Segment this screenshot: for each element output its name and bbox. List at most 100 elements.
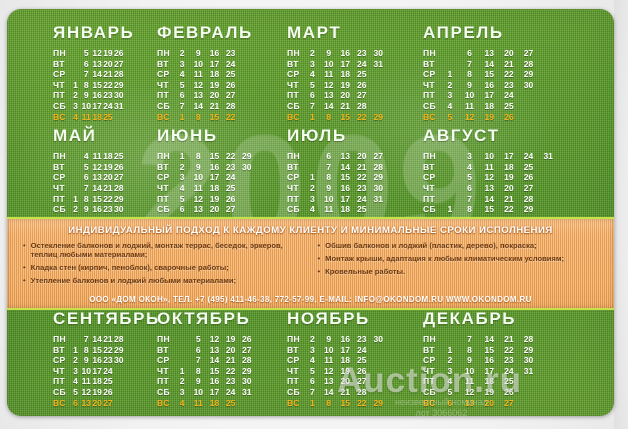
day-cell: 19 (209, 193, 220, 204)
day-cell-empty (370, 204, 386, 215)
day-cell: 24 (504, 365, 514, 376)
day-cell: 19 (484, 386, 494, 397)
day-cell: 15 (340, 111, 351, 122)
day-cell: 2 (309, 48, 315, 58)
ad-service-item: • Обшив балконов и лоджий (пластик, дерев… (318, 241, 599, 250)
day-cell-empty (239, 48, 255, 59)
day-cell-empty (519, 387, 539, 398)
ad-service-text: Утепление балконов и лоджий любыми матер… (30, 276, 237, 286)
day-cell: 2 (309, 334, 315, 344)
day-cell: 21 (103, 182, 113, 193)
day-cell: 22 (357, 172, 367, 183)
day-cell-empty (387, 387, 404, 398)
weekday-label: ВТ (157, 58, 169, 69)
day-cell: 19 (103, 48, 113, 58)
day-cell: 18 (92, 111, 102, 122)
day-cell: 27 (523, 48, 534, 58)
day-cell: 6 (309, 376, 315, 387)
day-cell: 15 (92, 193, 102, 204)
day-cell: 18 (103, 151, 113, 162)
weekday-label: ПТ (157, 376, 170, 387)
weekday-label: ВС (157, 397, 170, 408)
day-cell: 6 (326, 151, 332, 162)
weekday-label: ВС (53, 397, 66, 408)
day-cell-empty (124, 101, 135, 112)
weekday-label: ВС (423, 397, 436, 408)
day-cell: 9 (326, 334, 332, 344)
weekday-label: ЧТ (423, 365, 435, 376)
day-cell-empty (70, 162, 81, 173)
day-cell: 11 (193, 69, 203, 80)
day-cell-empty (440, 162, 460, 173)
day-cell: 27 (114, 58, 124, 69)
day-cell: 31 (242, 386, 252, 397)
weekday-label: СР (287, 355, 300, 366)
day-cell: 3 (73, 100, 78, 111)
weekday-label: ЧТ (287, 182, 299, 193)
weekday-label: ЧТ (157, 182, 169, 193)
day-cell: 9 (195, 161, 201, 172)
day-cell-empty (440, 334, 460, 345)
day-cell-empty (387, 101, 404, 112)
day-cell: 12 (209, 334, 220, 344)
day-cell-empty (124, 366, 135, 377)
weekday-label: ПН (287, 151, 301, 162)
day-cell-empty (255, 355, 271, 366)
day-cell: 21 (103, 69, 113, 80)
day-cell: 20 (225, 344, 236, 355)
weekday-label: СБ (423, 204, 437, 215)
day-cell-empty (239, 398, 255, 409)
weekday-label: ПН (53, 48, 67, 58)
day-cell: 3 (309, 193, 315, 204)
months-row-top: ЯНВАРЬ ПН 5 12 19 26 ВТ 6 13 20 27 СР 7 14 21 28 ЧТ 1 8 15 2… (7, 23, 614, 225)
day-cell: 24 (357, 193, 367, 204)
day-cell: 7 (83, 182, 89, 193)
weekday-label: СБ (287, 204, 301, 215)
day-cell: 28 (523, 193, 534, 204)
day-cell: 3 (309, 58, 315, 69)
weekday-label: ВТ (287, 161, 299, 172)
day-cell: 7 (467, 334, 472, 344)
day-cell: 1 (73, 344, 78, 355)
weekday-label: ПТ (287, 193, 300, 204)
day-cell: 10 (324, 58, 334, 69)
weekday-label: ВС (287, 397, 300, 408)
day-cell: 28 (225, 100, 236, 111)
day-cell: 4 (73, 376, 78, 387)
day-cell: 12 (92, 48, 102, 58)
day-cell: 16 (209, 48, 220, 58)
day-cell-empty (440, 172, 460, 183)
day-cell: 22 (504, 69, 514, 80)
weekday-label: ЧТ (287, 365, 299, 376)
day-cell: 14 (193, 100, 204, 111)
weekday-label: ПН (423, 48, 437, 58)
weekday-label: ВС (157, 111, 170, 122)
day-cell: 16 (92, 90, 102, 101)
day-cell: 5 (195, 334, 201, 344)
day-cell: 11 (81, 376, 91, 387)
weekday-label: СБ (157, 204, 171, 215)
day-cell: 3 (179, 58, 185, 69)
day-cell: 29 (114, 193, 124, 204)
day-cell-empty (70, 334, 81, 345)
day-cell-empty (387, 59, 404, 70)
day-cell: 29 (523, 204, 534, 215)
day-cell: 28 (242, 355, 252, 366)
day-cell: 2 (179, 161, 185, 172)
month-grid: ПН 5 12 19 26 ВТ 6 13 20 27 СР 7 14 21 28 ЧТ 1 8 15 22 29 ПТ 2… (157, 334, 271, 408)
day-cell: 3 (447, 90, 453, 101)
day-cell-empty (538, 334, 558, 345)
day-cell: 9 (467, 355, 472, 366)
day-cell: 4 (467, 161, 472, 172)
day-cell: 29 (373, 397, 383, 408)
day-cell-empty (440, 183, 460, 194)
day-cell: 18 (209, 182, 220, 193)
day-cell: 27 (523, 182, 534, 193)
weekday-label: СБ (53, 100, 67, 111)
day-cell: 16 (209, 376, 220, 387)
day-cell: 6 (179, 204, 185, 215)
weekday-label: ВС (53, 111, 66, 122)
month-title: ФЕВРАЛЬ (157, 23, 253, 42)
day-cell: 25 (357, 69, 367, 80)
day-cell: 25 (103, 111, 113, 122)
